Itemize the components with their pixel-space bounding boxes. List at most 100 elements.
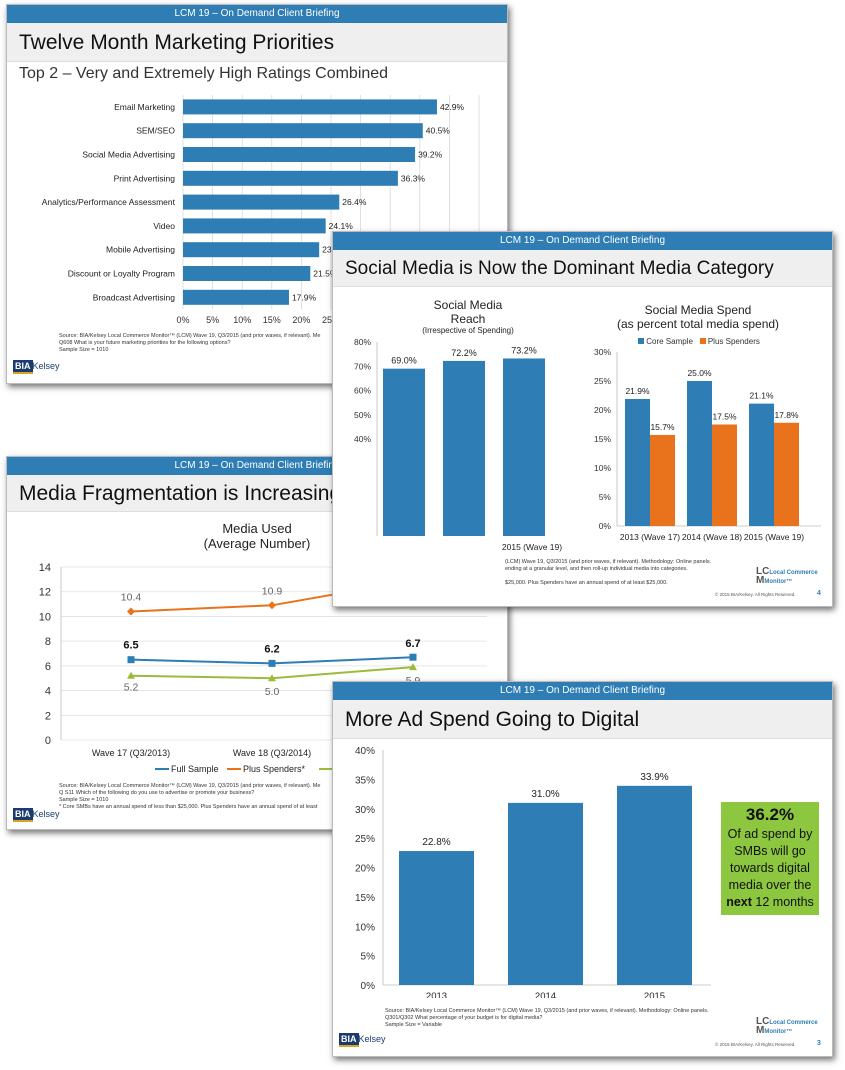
bar [183, 99, 437, 115]
bar [183, 123, 423, 139]
x-tick-label: 10% [233, 315, 251, 325]
spend-legend: Core Sample Plus Spenders [638, 337, 760, 346]
source-note: Source: BIA/Kelsey Local Commerce Monito… [385, 1008, 709, 1028]
legend-label: Plus Spenders* [243, 764, 306, 774]
category-label: Analytics/Performance Assessment [42, 197, 176, 207]
data-label: 73.2% [511, 345, 537, 355]
data-marker [127, 607, 135, 616]
lcm-logo: LCLocal Commerce MMonitor™ [756, 566, 818, 586]
x-tick-label: 20% [292, 315, 310, 325]
reach-chart: 80% 70% 60% 50% 40% 69.0% 72.2% 73.2% 2015 (Wave… [354, 337, 562, 552]
digital-callout: 36.2% Of ad spend by SMBs will go toward… [721, 802, 819, 915]
y-tick-label: 5% [599, 492, 612, 502]
data-label: 10.4 [121, 591, 142, 603]
bar [508, 802, 583, 985]
data-marker [409, 663, 417, 671]
y-tick-label: 80% [354, 337, 371, 347]
y-tick-label: 25% [594, 376, 611, 386]
bar [774, 422, 799, 526]
legend-label: Full Sample [171, 764, 219, 774]
y-tick-label: 8 [45, 636, 51, 648]
source-note: Source: BIA/Kelsey Local Commerce Monito… [59, 783, 321, 810]
category-label: Video [153, 221, 175, 231]
data-marker [127, 656, 135, 664]
data-label: 5.2 [124, 682, 139, 694]
y-tick-label: 14 [39, 562, 51, 574]
source-note: Source: BIA/Kelsey Local Commerce Monito… [59, 333, 321, 353]
bar [183, 289, 289, 305]
data-label: 21.9% [625, 386, 650, 396]
category-label: Broadcast Advertising [93, 292, 175, 302]
data-label: 5.0 [265, 686, 280, 698]
category-label: Email Marketing [114, 102, 175, 112]
y-tick-label: 30% [355, 805, 375, 816]
data-label: 17.8% [774, 410, 799, 420]
y-tick-label: 10 [39, 611, 51, 623]
data-marker [127, 671, 135, 679]
bar [712, 424, 737, 526]
bar [650, 434, 675, 526]
slide-social-media: LCM 19 – On Demand Client Briefing Socia… [332, 231, 833, 607]
bar [617, 785, 692, 985]
y-tick-label: 40% [354, 434, 371, 444]
digital-spend-chart: 40% 35% 30% 25% 20% 15% 10% 5% 0% 22.8% 2013 31.0% 2… [355, 746, 711, 998]
y-tick-label: 35% [355, 775, 375, 786]
y-tick-label: 20% [355, 864, 375, 875]
slide-header: LCM 19 – On Demand Client Briefing [7, 5, 507, 23]
slide-title: Twelve Month Marketing Priorities [7, 23, 507, 62]
data-marker [409, 653, 417, 661]
lcm-logo: LCLocal Commerce MMonitor™ [756, 1016, 818, 1036]
data-label: 36.3% [401, 173, 426, 183]
source-note: (LCM) Wave 19, Q3/2015 (and prior waves,… [505, 559, 712, 586]
bar [183, 218, 326, 234]
data-label: 33.9% [640, 772, 668, 783]
spend-title: Social Media Spend (as percent total med… [616, 303, 780, 331]
x-tick-label: 5% [206, 315, 219, 325]
data-label: 31.0% [531, 789, 559, 800]
y-tick-label: 0 [45, 735, 51, 747]
category-label: Wave 17 (Q3/2013) [92, 748, 170, 758]
bar [687, 381, 712, 526]
x-tick-label: 15% [263, 315, 281, 325]
category-label: Wave 18 (Q3/2014) [233, 748, 311, 758]
data-label: 24.1% [329, 221, 354, 231]
category-label: Social Media Advertising [82, 150, 175, 160]
data-label: 26.4% [342, 197, 367, 207]
category-label: 2015 (Wave 19) [502, 542, 562, 552]
y-tick-label: 40% [355, 746, 375, 757]
y-tick-label: 10% [355, 922, 375, 933]
data-label: 25.0% [687, 368, 712, 378]
category-label: Mobile Advertising [106, 245, 175, 255]
data-label: 40.5% [426, 126, 451, 136]
x-tick-label: 25% [322, 315, 340, 325]
y-tick-label: 15% [594, 434, 611, 444]
y-tick-label: 10% [594, 463, 611, 473]
data-label: 17.5% [712, 412, 737, 422]
bia-kelsey-logo: BIA Kelsey [13, 360, 60, 374]
reach-title: Social Media Reach (Irrespective of Spen… [422, 298, 514, 335]
bar [443, 360, 485, 536]
y-tick-label: 20% [594, 405, 611, 415]
data-label: 23. [322, 245, 334, 255]
y-tick-label: 0% [599, 521, 612, 531]
y-tick-label: 6 [45, 661, 51, 673]
y-tick-label: 12 [39, 587, 51, 599]
category-label: Print Advertising [114, 173, 176, 183]
data-label: 6.5 [123, 640, 138, 652]
chart-title: Media Used (Average Number) [203, 521, 311, 551]
data-label: 21.5% [313, 269, 338, 279]
y-tick-label: 50% [354, 410, 371, 420]
category-label: 2013 (Wave 17) [620, 532, 680, 542]
bar [749, 403, 774, 526]
bia-kelsey-logo: BIA Kelsey [13, 808, 60, 822]
slide-title: Social Media is Now the Dominant Media C… [333, 250, 832, 287]
bar [183, 266, 311, 281]
data-label: 72.2% [451, 348, 477, 358]
data-label: 10.9 [262, 585, 283, 597]
bar [183, 170, 398, 186]
page-number: 3 [817, 1040, 821, 1047]
slide-subtitle: Top 2 – Very and Extremely High Ratings … [19, 65, 389, 82]
data-label: 22.8% [422, 837, 450, 848]
data-label: 21.1% [749, 391, 774, 401]
y-tick-label: 0% [361, 981, 376, 992]
